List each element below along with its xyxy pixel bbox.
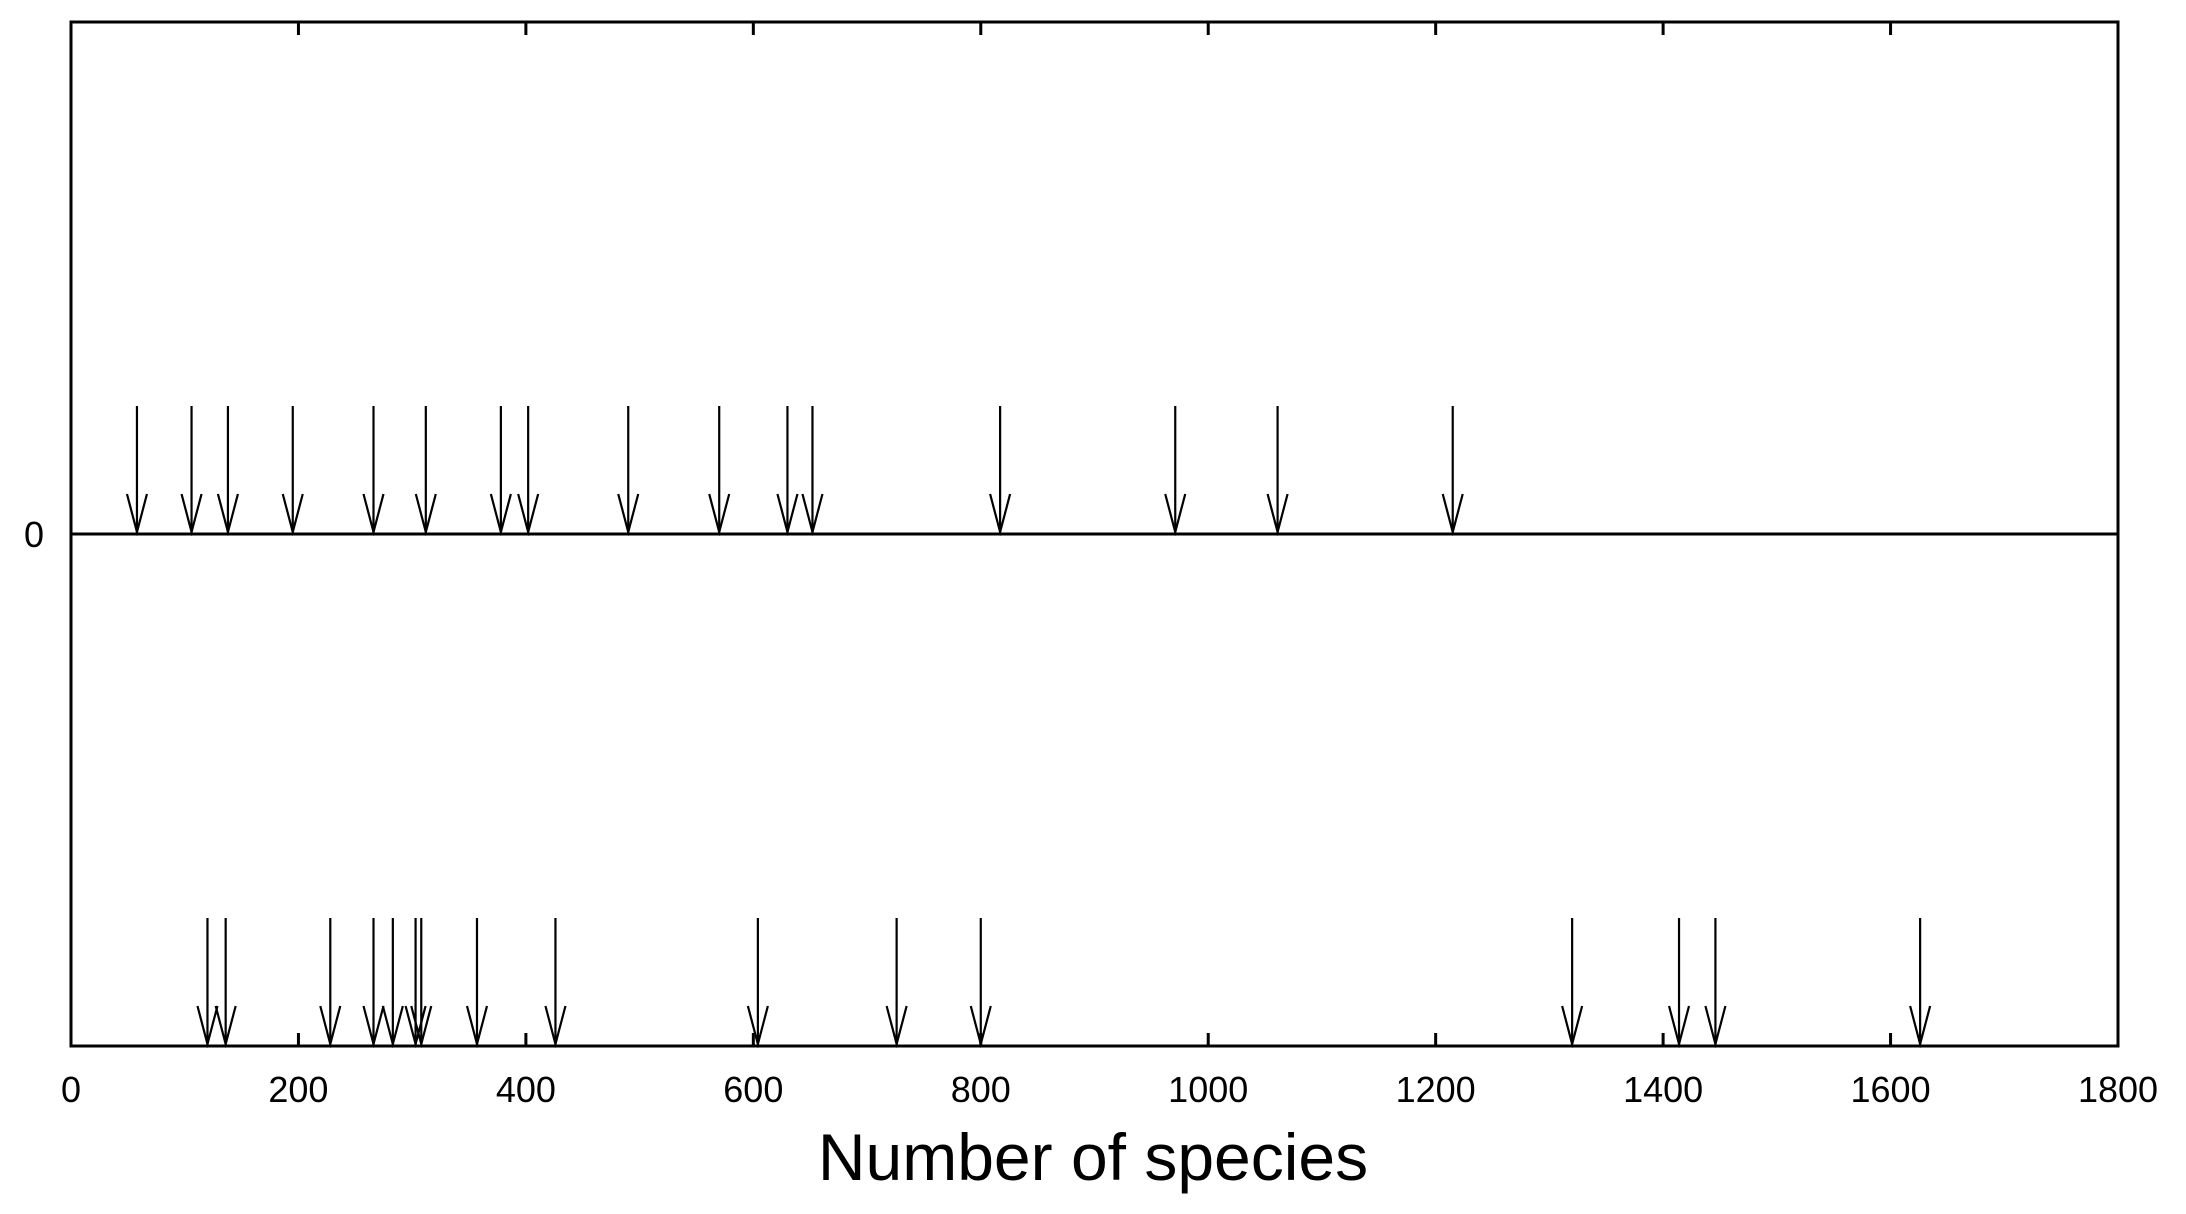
upper-arrow-marker [489,406,512,537]
lower-arrow-series [196,918,1932,1049]
x-tick-label: 1800 [2078,1069,2158,1110]
lower-arrow-marker [319,918,342,1049]
lower-arrow-marker [381,918,404,1049]
lower-arrow-marker [969,918,992,1049]
upper-arrow-marker [989,406,1012,537]
upper-arrow-series [125,406,1464,537]
x-tick-label: 0 [61,1069,81,1110]
lower-arrow-marker [885,918,908,1049]
x-tick-label: 800 [951,1069,1011,1110]
lower-arrow-marker [465,918,489,1049]
lower-arrow-marker [1704,918,1727,1049]
y-tick-label: 0 [24,514,44,555]
upper-arrow-marker [1164,406,1187,537]
x-axis-title: Number of species [818,1120,1368,1194]
upper-arrow-marker [517,406,540,537]
upper-arrow-marker [281,406,304,537]
upper-arrow-marker [801,406,824,537]
x-tick-label: 1200 [1396,1069,1476,1110]
upper-arrow-marker [125,406,149,537]
lower-arrow-marker [544,918,567,1049]
lower-arrow-marker [1561,918,1584,1049]
upper-arrow-marker [216,406,240,537]
x-tick-label: 1400 [1623,1069,1703,1110]
x-tick-label: 1600 [1851,1069,1931,1110]
upper-arrow-marker [617,406,640,537]
upper-arrow-marker [1266,406,1289,537]
lower-arrow-marker [362,918,385,1049]
upper-arrow-marker [1441,406,1464,537]
upper-arrow-marker [414,406,437,537]
upper-arrow-marker [180,406,203,537]
lower-arrow-marker [1667,918,1691,1049]
x-tick-label: 1000 [1168,1069,1248,1110]
lower-arrow-marker [746,918,769,1049]
upper-arrow-marker [362,406,385,537]
lower-arrow-marker [410,918,433,1049]
x-tick-label: 600 [723,1069,783,1110]
lower-arrow-marker [214,918,237,1049]
x-axis-ticks: 0 200 400 600 800 1000 1200 1400 1600 1800 [61,22,2158,1110]
x-tick-label: 400 [496,1069,556,1110]
x-tick-label: 200 [268,1069,328,1110]
upper-arrow-marker [708,406,731,537]
upper-arrow-marker [776,406,799,537]
lower-arrow-marker [1909,918,1932,1049]
lower-arrow-marker [196,918,219,1049]
